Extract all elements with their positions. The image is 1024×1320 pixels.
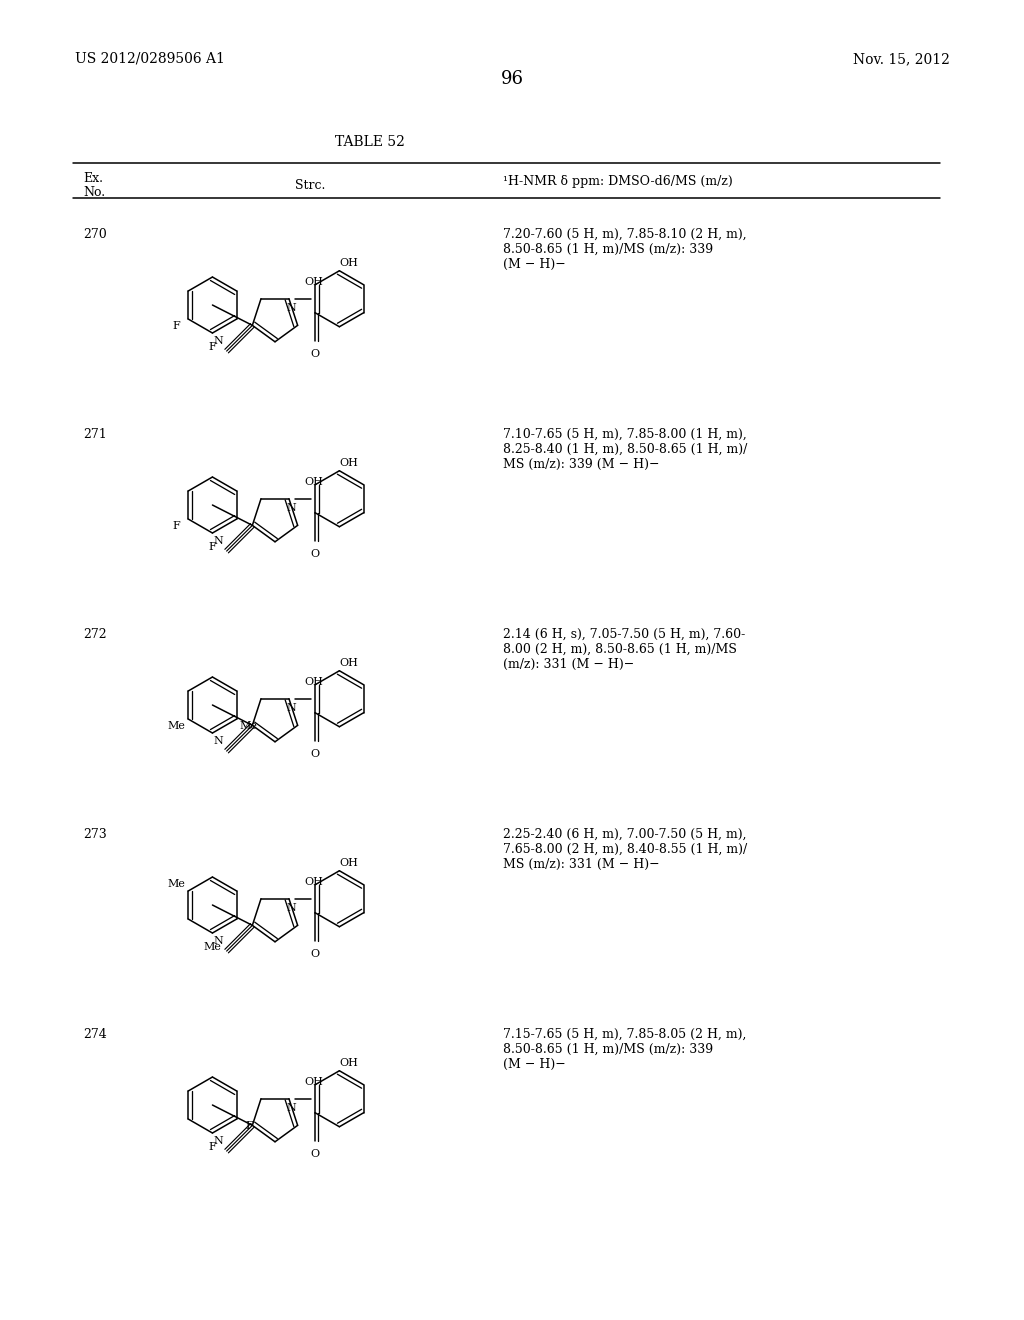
- Text: Me: Me: [240, 721, 258, 731]
- Text: Strc.: Strc.: [295, 180, 326, 191]
- Text: O: O: [310, 1148, 319, 1159]
- Text: OH: OH: [339, 257, 358, 268]
- Text: O: O: [310, 348, 319, 359]
- Text: F: F: [172, 521, 180, 531]
- Text: F: F: [209, 543, 216, 552]
- Text: OH: OH: [304, 277, 323, 286]
- Text: 273: 273: [83, 828, 106, 841]
- Text: OH: OH: [339, 657, 358, 668]
- Text: US 2012/0289506 A1: US 2012/0289506 A1: [75, 51, 225, 66]
- Text: N: N: [286, 1102, 296, 1113]
- Text: OH: OH: [339, 858, 358, 867]
- Text: F: F: [245, 1121, 253, 1131]
- Text: N: N: [214, 936, 223, 946]
- Text: OH: OH: [304, 677, 323, 686]
- Text: F: F: [209, 1142, 216, 1152]
- Text: O: O: [310, 748, 319, 759]
- Text: TABLE 52: TABLE 52: [335, 135, 404, 149]
- Text: 7.10-7.65 (5 H, m), 7.85-8.00 (1 H, m),
8.25-8.40 (1 H, m), 8.50-8.65 (1 H, m)/
: 7.10-7.65 (5 H, m), 7.85-8.00 (1 H, m), …: [503, 428, 748, 471]
- Text: No.: No.: [83, 186, 105, 199]
- Text: OH: OH: [339, 458, 358, 467]
- Text: Me: Me: [167, 721, 185, 731]
- Text: 7.15-7.65 (5 H, m), 7.85-8.05 (2 H, m),
8.50-8.65 (1 H, m)/MS (m/z): 339
(M − H): 7.15-7.65 (5 H, m), 7.85-8.05 (2 H, m), …: [503, 1028, 746, 1071]
- Text: Ex.: Ex.: [83, 172, 103, 185]
- Text: 7.20-7.60 (5 H, m), 7.85-8.10 (2 H, m),
8.50-8.65 (1 H, m)/MS (m/z): 339
(M − H): 7.20-7.60 (5 H, m), 7.85-8.10 (2 H, m), …: [503, 228, 746, 271]
- Text: 271: 271: [83, 428, 106, 441]
- Text: Me: Me: [204, 942, 221, 952]
- Text: N: N: [214, 1137, 223, 1146]
- Text: 96: 96: [501, 70, 523, 88]
- Text: ¹H-NMR δ ppm: DMSO-d6/MS (m/z): ¹H-NMR δ ppm: DMSO-d6/MS (m/z): [503, 176, 733, 187]
- Text: N: N: [214, 737, 223, 746]
- Text: OH: OH: [304, 876, 323, 887]
- Text: N: N: [214, 536, 223, 546]
- Text: 2.25-2.40 (6 H, m), 7.00-7.50 (5 H, m),
7.65-8.00 (2 H, m), 8.40-8.55 (1 H, m)/
: 2.25-2.40 (6 H, m), 7.00-7.50 (5 H, m), …: [503, 828, 748, 871]
- Text: N: N: [286, 903, 296, 912]
- Text: N: N: [286, 302, 296, 313]
- Text: Me: Me: [167, 879, 185, 888]
- Text: 274: 274: [83, 1028, 106, 1041]
- Text: F: F: [172, 321, 180, 331]
- Text: O: O: [310, 549, 319, 558]
- Text: Nov. 15, 2012: Nov. 15, 2012: [853, 51, 950, 66]
- Text: OH: OH: [339, 1057, 358, 1068]
- Text: 272: 272: [83, 628, 106, 642]
- Text: O: O: [310, 949, 319, 958]
- Text: N: N: [286, 503, 296, 512]
- Text: 270: 270: [83, 228, 106, 242]
- Text: N: N: [214, 337, 223, 346]
- Text: F: F: [209, 342, 216, 352]
- Text: N: N: [286, 702, 296, 713]
- Text: OH: OH: [304, 477, 323, 487]
- Text: 2.14 (6 H, s), 7.05-7.50 (5 H, m), 7.60-
8.00 (2 H, m), 8.50-8.65 (1 H, m)/MS
(m: 2.14 (6 H, s), 7.05-7.50 (5 H, m), 7.60-…: [503, 628, 745, 671]
- Text: OH: OH: [304, 1077, 323, 1086]
